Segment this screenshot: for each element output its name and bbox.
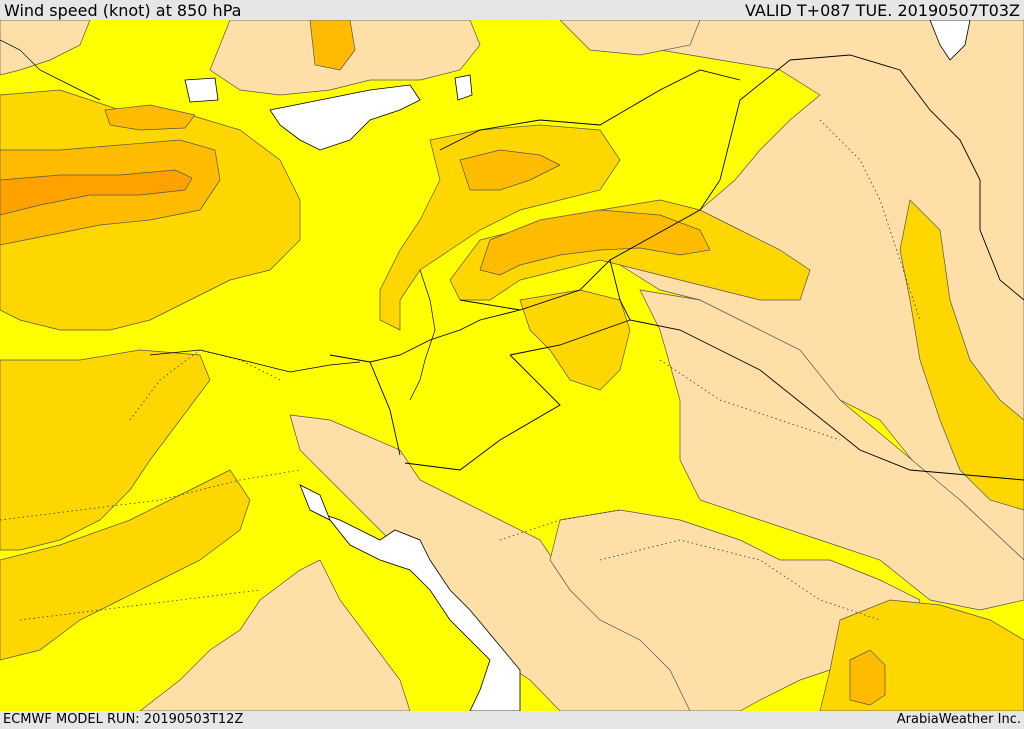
caspian-edge <box>929 20 971 61</box>
core-lebanon <box>459 149 561 191</box>
strongest-wind-cores <box>0 169 193 216</box>
admin-line-7 <box>499 509 621 541</box>
footer-bar <box>0 711 1024 729</box>
high-area-egypt-south <box>0 469 251 661</box>
water-bodies <box>184 20 971 711</box>
border-syria-turkey-north <box>439 69 741 151</box>
low-area-central <box>639 289 1024 611</box>
high-area-levant <box>379 124 621 331</box>
credit-label: ArabiaWeather Inc. <box>896 712 1021 727</box>
map-title: Wind speed (knot) at 850 hPa <box>4 1 242 20</box>
red-sea <box>309 509 521 711</box>
low-wind-areas <box>0 20 1024 711</box>
admin-line-3 <box>599 539 881 621</box>
gulf-of-suez <box>299 484 331 521</box>
coast-aegean <box>0 39 101 101</box>
border-saudi-jordan-south <box>404 354 561 471</box>
border-iraq-iran <box>789 54 1024 301</box>
high-area-iraq-strip <box>899 199 1024 511</box>
core-syria <box>479 209 711 276</box>
core-crete <box>104 104 196 131</box>
cyprus-strait <box>269 84 421 151</box>
country-borders <box>329 54 1024 481</box>
admin-line-4 <box>659 359 841 441</box>
wind-speed-map <box>0 20 1024 711</box>
border-egypt-israel <box>369 361 401 456</box>
low-area-caucasus <box>559 20 701 56</box>
model-run-label: ECMWF MODEL RUN: 20190503T12Z <box>3 712 244 727</box>
header-bar <box>0 0 1024 20</box>
high-area-egypt-west <box>0 349 211 551</box>
core-north <box>309 20 356 71</box>
border-jordan-saudi <box>509 319 631 356</box>
low-area-egypt <box>139 559 411 711</box>
core-arabia-se <box>849 649 886 706</box>
valid-time-label: VALID T+087 TUE. 20190507T03Z <box>744 1 1020 20</box>
aegean-gap <box>184 77 219 103</box>
coastlines <box>0 39 436 401</box>
peak-mediterranean <box>0 169 193 216</box>
coast-levant <box>409 269 436 401</box>
low-area-west <box>0 20 91 76</box>
border-syria-iraq <box>609 59 791 261</box>
coast-anatolia-south <box>149 349 361 373</box>
black-sea-edge <box>454 74 473 101</box>
admin-line-5 <box>819 119 921 321</box>
